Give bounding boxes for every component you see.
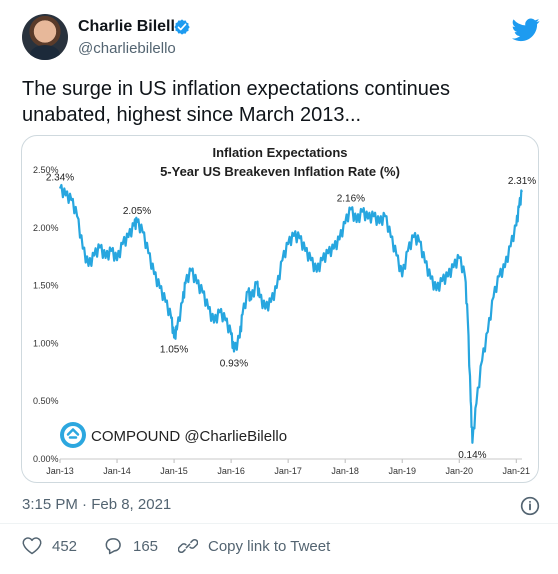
data-label: 0.14%: [458, 450, 486, 461]
reply-icon: [105, 538, 121, 555]
breakeven-series-line: [58, 183, 523, 444]
y-tick-label: 0.00%: [33, 454, 59, 464]
data-label: 1.05%: [160, 345, 188, 356]
breakeven-chart: Inflation Expectations 5-Year US Breakev…: [33, 145, 536, 476]
reply-count: 165: [133, 537, 159, 555]
data-label: 2.31%: [508, 176, 536, 187]
avatar[interactable]: [22, 14, 68, 60]
link-icon: [178, 538, 198, 554]
x-tick-label: Jan-16: [217, 466, 245, 476]
data-label: 2.34%: [46, 172, 74, 183]
like-count: 452: [52, 537, 78, 555]
watermark-text: COMPOUND @CharlieBilello: [91, 428, 287, 445]
x-tick-label: Jan-19: [388, 466, 416, 476]
data-label: 2.16%: [337, 193, 365, 204]
y-tick-label: 2.00%: [33, 223, 59, 233]
y-tick-label: 1.00%: [33, 338, 59, 348]
like-button[interactable]: 452: [22, 536, 77, 556]
chart-title: Inflation Expectations: [212, 145, 347, 160]
x-tick-label: Jan-18: [331, 466, 359, 476]
tweet-text: The surge in US inflation expectations c…: [22, 78, 451, 126]
x-tick-label: Jan-21: [503, 466, 531, 476]
verified-badge-icon: [174, 19, 190, 35]
reply-button[interactable]: 165: [103, 536, 158, 556]
x-tick-label: Jan-20: [445, 466, 473, 476]
tweet-timestamp[interactable]: 3:15 PM · Feb 8, 2021: [22, 496, 172, 513]
heart-icon: [22, 537, 42, 555]
watermark: COMPOUND @CharlieBilello: [60, 422, 287, 448]
data-label: 0.93%: [220, 358, 248, 369]
author-name[interactable]: Charlie Bilello: [78, 18, 185, 35]
tweet-actions: 452 165 Copy link to Tweet: [0, 523, 558, 574]
y-tick-label: 0.50%: [33, 396, 59, 406]
info-icon[interactable]: [520, 496, 540, 516]
chart-subtitle: 5-Year US Breakeven Inflation Rate (%): [160, 164, 400, 179]
copy-link-button[interactable]: Copy link to Tweet: [178, 536, 330, 556]
y-tick-label: 1.50%: [33, 281, 59, 291]
author-handle[interactable]: @charliebilello: [78, 40, 176, 57]
x-tick-label: Jan-13: [46, 466, 74, 476]
y-tick-label: 2.50%: [33, 165, 59, 175]
x-tick-label: Jan-15: [160, 466, 188, 476]
data-label: 2.05%: [123, 206, 151, 217]
compound-logo-icon: [60, 422, 86, 448]
chart-image[interactable]: Inflation Expectations 5-Year US Breakev…: [21, 135, 539, 483]
twitter-bird-icon[interactable]: [512, 18, 540, 42]
copy-link-label: Copy link to Tweet: [208, 537, 331, 555]
x-tick-label: Jan-17: [274, 466, 302, 476]
x-tick-label: Jan-14: [103, 466, 131, 476]
